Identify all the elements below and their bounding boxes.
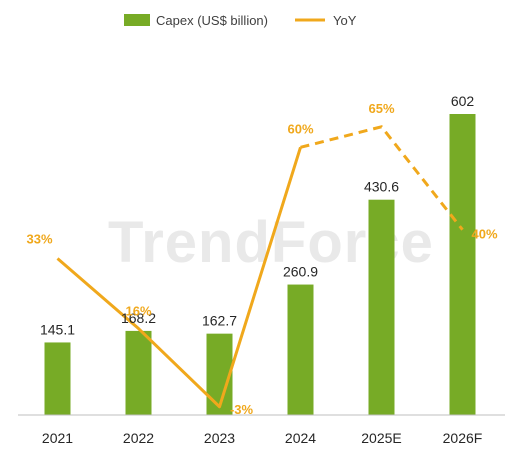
legend-label-capex: Capex (US$ billion)	[156, 13, 268, 28]
legend: Capex (US$ billion) YoY	[124, 13, 357, 28]
yoy-value-label-2023: -3%	[230, 402, 254, 417]
yoy-line-actual	[56, 146, 302, 409]
bar-2024	[287, 284, 314, 415]
yoy-value-label-2024: 60%	[287, 121, 313, 136]
yoy-value-label-2025e: 65%	[368, 101, 394, 116]
x-tick-label-2022: 2022	[123, 430, 154, 446]
x-tick-label-2025e: 2025E	[361, 430, 401, 446]
bar-value-label-2021: 145.1	[40, 321, 75, 337]
bar-2022	[125, 330, 152, 415]
x-tick-label-2026f: 2026F	[443, 430, 483, 446]
bar-value-label-2023: 162.7	[202, 313, 237, 329]
x-tick-label-2021: 2021	[42, 430, 73, 446]
yoy-value-label-2022: 16%	[125, 304, 151, 319]
x-tick-label-2023: 2023	[204, 430, 235, 446]
yoy-line-layer	[56, 125, 464, 409]
labels-layer: 145.1 2021 168.2 2022 162.7 2023 260.9 2024 430.…	[26, 93, 497, 446]
yoy-value-label-2026f: 40%	[471, 227, 497, 242]
bar-2025e	[368, 199, 395, 415]
yoy-value-label-2021: 33%	[26, 232, 52, 247]
legend-label-yoy: YoY	[333, 13, 357, 28]
bar-2021	[44, 342, 71, 415]
bar-2026f	[449, 114, 476, 415]
x-tick-label-2024: 2024	[285, 430, 316, 446]
bar-value-label-2026f: 602	[451, 93, 475, 109]
bar-value-label-2025e: 430.6	[364, 179, 399, 195]
bar-value-label-2022: 168.2	[121, 310, 156, 326]
legend-swatch-capex	[124, 14, 150, 26]
bar-value-label-2024: 260.9	[283, 264, 318, 280]
